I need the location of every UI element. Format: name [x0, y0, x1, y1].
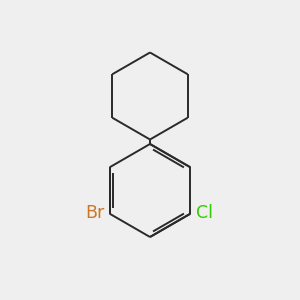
- Text: Br: Br: [85, 204, 104, 222]
- Text: Cl: Cl: [196, 204, 213, 222]
